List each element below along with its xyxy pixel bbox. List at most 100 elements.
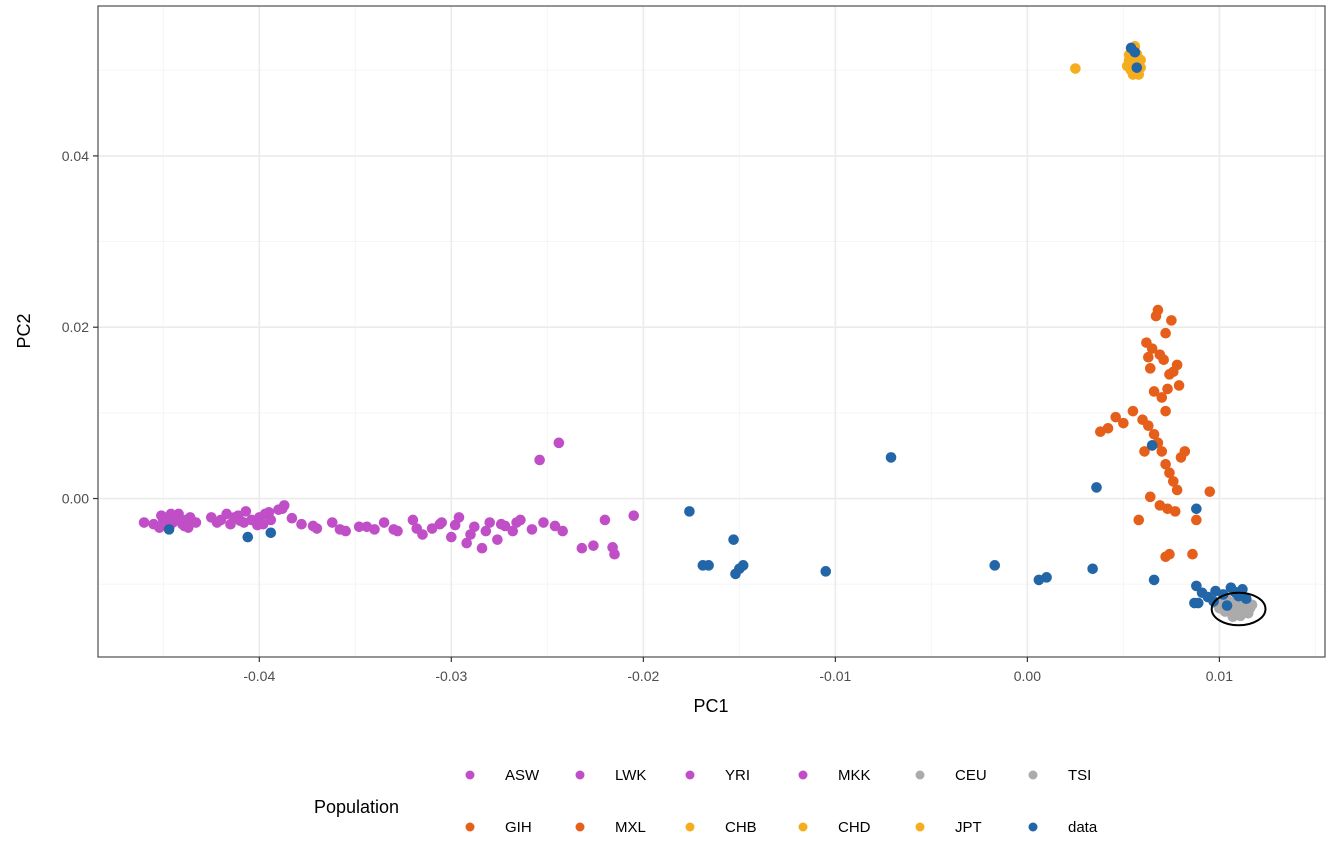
point-gih [1166,315,1177,326]
legend-item-gih: GIH [465,819,532,836]
point-gih [1146,343,1158,354]
legend-key-ceu [915,770,925,780]
point-asw [534,454,545,466]
series-lwk [205,500,298,531]
point-yri [175,515,186,527]
point-mkk [526,524,538,535]
point-mkk [507,525,519,537]
point-lwk [232,510,244,521]
point-mxl [1164,467,1175,479]
point-data [703,560,714,571]
legend-label-mxl: MXL [615,819,646,836]
point-data [163,524,175,535]
point-mxl [1160,458,1171,470]
point-data [885,452,897,463]
point-mkk [465,529,476,540]
legend-label-asw: ASW [505,767,540,784]
point-yri [156,510,167,521]
point-gih [1158,354,1170,366]
point-mxl [1169,506,1181,517]
x-tick-label: -0.03 [435,668,467,684]
point-asw [609,548,620,560]
point-mkk [476,542,488,554]
legend-label-jpt: JPT [955,819,982,836]
point-tsi [1235,610,1246,622]
major-gridlines [98,6,1325,657]
legend-label-tsi: TSI [1068,767,1091,784]
legend-key-gih [465,822,475,832]
point-gih [1150,310,1162,322]
point-lwk [263,506,275,518]
legend-key-chb [685,822,695,832]
point-mkk [492,534,503,545]
point-data [684,506,695,517]
point-data [1189,597,1200,609]
point-mxl [1133,514,1145,526]
legend-label-chb: CHB [725,819,757,836]
point-mkk [461,537,472,549]
point-data [1091,482,1102,493]
point-gih [1164,369,1175,380]
point-lwk [286,512,298,524]
legend-title: Population [314,797,399,817]
point-data [989,560,1001,571]
legend-key-chd [798,822,808,832]
point-mxl [1143,420,1154,432]
point-yri [138,517,150,528]
point-mkk [353,521,365,533]
legend-item-asw: ASW [465,767,540,784]
legend-key-data [1028,822,1038,832]
point-data [1191,503,1202,515]
point-data [1240,593,1252,605]
point-asw [576,542,588,554]
legend-item-lwk: LWK [575,767,646,784]
legend-items: ASW LWK YRI MKK CEU TSI GIH MXL CHB CHD JPT data [465,767,1098,836]
point-mxl [1187,548,1198,560]
point-data [820,566,832,577]
x-axis-title: PC1 [693,696,728,716]
point-lwk [225,518,236,530]
point-mkk [446,531,457,543]
point-mxl [1171,484,1183,496]
point-mkk [296,518,307,530]
y-tick-label: 0.00 [62,491,89,507]
point-asw [628,510,640,521]
point-mxl [1144,491,1156,503]
legend-key-mxl [575,822,585,832]
x-tick-label: 0.01 [1206,668,1233,684]
point-mxl [1127,405,1139,417]
point-mkk [484,517,496,528]
point-data [1087,563,1098,575]
point-mkk [449,519,461,531]
legend-item-jpt: JPT [915,819,982,836]
point-lwk [257,518,269,530]
legend-label-lwk: LWK [615,767,646,784]
y-axis-title: PC2 [14,313,34,348]
point-gih [1144,363,1156,374]
legend-item-ceu: CEU [915,767,987,784]
point-data [265,527,277,539]
minor-gridlines [98,6,1325,657]
point-gih [1156,392,1168,403]
point-mxl [1110,411,1121,423]
legend-key-asw [465,770,475,780]
point-yri [190,517,202,528]
point-mkk [407,514,419,526]
point-mxl [1118,417,1129,429]
series-gih [1141,304,1185,417]
legend-label-data: data [1068,819,1098,836]
point-data [1131,62,1143,73]
point-mkk [334,524,346,535]
point-yri [165,508,177,520]
series-asw [534,437,640,560]
legend-label-yri: YRI [725,767,750,784]
point-jpt [1070,63,1081,74]
point-mxl [1168,476,1179,487]
point-gih [1148,386,1160,397]
point-mkk [326,517,338,528]
y-tick-label: 0.04 [62,148,89,164]
legend-item-yri: YRI [685,767,750,784]
point-data [737,560,749,571]
point-mkk [549,520,561,532]
